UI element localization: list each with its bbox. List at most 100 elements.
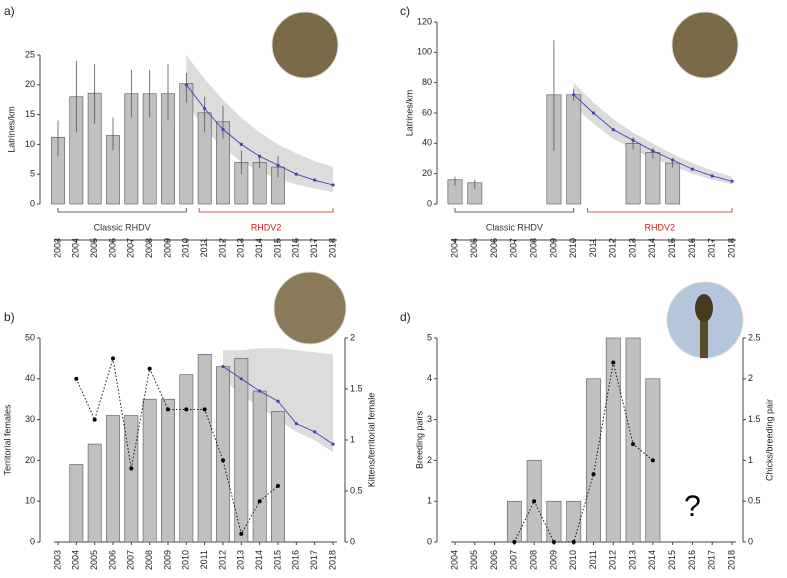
fit-point xyxy=(184,83,188,87)
confidence-band xyxy=(573,82,732,185)
fit-point xyxy=(631,138,635,142)
y-tick-label: 5 xyxy=(30,169,35,179)
bracket-label: Classic RHDV xyxy=(486,222,543,232)
x-tick-label: 2007 xyxy=(509,550,519,570)
x-tick-label: 2016 xyxy=(687,550,697,570)
fit-point xyxy=(221,364,225,369)
panel-label: b) xyxy=(4,310,15,324)
bar xyxy=(216,366,230,543)
y2-line xyxy=(513,362,654,543)
y2-point xyxy=(111,356,115,361)
fit-point xyxy=(690,167,695,171)
fit-point xyxy=(258,389,262,393)
x-tick-label: 2008 xyxy=(144,550,154,570)
y2-point xyxy=(239,531,244,536)
y2-point xyxy=(184,407,189,412)
x-tick-label: 2009 xyxy=(548,550,558,570)
y2-point xyxy=(512,540,517,544)
bar xyxy=(234,358,249,543)
y-tick-label: 0 xyxy=(30,536,35,546)
question-mark: ? xyxy=(684,490,701,523)
y2-point xyxy=(74,376,79,381)
x-tick-label: 2018 xyxy=(726,550,736,570)
x-tick-label: 2014 xyxy=(647,550,657,570)
x-tick-label: 2005 xyxy=(469,550,479,570)
bar xyxy=(625,337,641,543)
lynx-photo xyxy=(273,271,347,345)
fit-point xyxy=(276,399,280,403)
y2-point xyxy=(147,366,152,371)
hare-photo xyxy=(271,11,339,79)
fit-point xyxy=(313,430,317,434)
y-tick-label: 10 xyxy=(25,139,35,149)
x-tick-label: 2016 xyxy=(687,238,697,258)
eagle-shape xyxy=(695,294,713,322)
x-tick-label: 2017 xyxy=(309,238,319,258)
bar xyxy=(106,415,120,543)
y-tick-label: 2 xyxy=(427,455,432,465)
y-tick-label: 60 xyxy=(422,107,432,117)
y-tick-label: 40 xyxy=(25,373,35,383)
x-tick-label: 2011 xyxy=(199,238,209,257)
panel-label: c) xyxy=(400,4,410,18)
bracket xyxy=(587,208,733,213)
bar xyxy=(271,411,285,543)
x-tick-label: 2015 xyxy=(272,550,282,570)
y-tick-label: 0 xyxy=(30,198,35,208)
bar xyxy=(625,143,641,205)
bar xyxy=(506,500,522,543)
y2-axis-label: Chicks/breeding pair xyxy=(764,399,774,481)
bar xyxy=(605,337,621,543)
x-tick-label: 2013 xyxy=(236,238,246,258)
y2-tick-label: 1.5 xyxy=(350,383,363,393)
y-tick-label: 10 xyxy=(25,496,35,506)
y-tick-label: 20 xyxy=(25,455,35,465)
x-tick-label: 2014 xyxy=(647,238,657,258)
x-tick-label: 2017 xyxy=(707,238,717,258)
x-tick-label: 2010 xyxy=(568,238,578,258)
x-tick-label: 2016 xyxy=(291,550,301,570)
y-axis-label: Latrines/km xyxy=(6,106,16,153)
bar xyxy=(252,161,267,205)
x-tick-label: 2011 xyxy=(199,550,209,569)
y2-point xyxy=(92,417,97,422)
x-tick-label: 2016 xyxy=(291,238,301,258)
bar xyxy=(586,378,601,543)
x-tick-label: 2007 xyxy=(509,238,519,258)
bracket xyxy=(454,208,575,213)
x-tick-label: 2013 xyxy=(627,238,637,258)
y-tick-label: 1 xyxy=(427,496,432,506)
fit-point xyxy=(239,142,243,146)
fit-point xyxy=(730,179,734,183)
y2-point xyxy=(631,442,636,447)
y-tick-label: 3 xyxy=(427,414,432,424)
y2-point xyxy=(611,360,616,365)
y-axis-label: Territorial females xyxy=(2,404,12,476)
fit-point xyxy=(294,172,298,176)
bar xyxy=(69,464,84,543)
y-tick-label: 0 xyxy=(427,536,432,546)
fit-point xyxy=(276,163,280,167)
y2-point xyxy=(166,407,170,412)
y2-tick-label: 0 xyxy=(748,536,753,546)
bar xyxy=(645,152,661,205)
fit-point xyxy=(221,127,225,132)
x-tick-label: 2015 xyxy=(272,238,282,258)
x-tick-label: 2014 xyxy=(254,550,264,570)
y2-tick-label: 1 xyxy=(350,434,355,444)
x-tick-label: 2003 xyxy=(52,238,62,258)
bar xyxy=(252,390,267,543)
panel-label: d) xyxy=(400,310,411,324)
y-tick-label: 25 xyxy=(25,49,35,59)
fit-point xyxy=(591,111,596,115)
fit-point xyxy=(710,174,714,178)
bracket xyxy=(198,208,334,213)
y-axis-label: Breeding pairs xyxy=(414,410,424,469)
y2-point xyxy=(129,466,134,471)
x-tick-label: 2018 xyxy=(327,238,337,258)
y2-point xyxy=(532,499,537,504)
x-tick-label: 2008 xyxy=(529,550,539,570)
y2-point xyxy=(221,458,225,463)
y2-tick-label: 0 xyxy=(350,536,355,546)
